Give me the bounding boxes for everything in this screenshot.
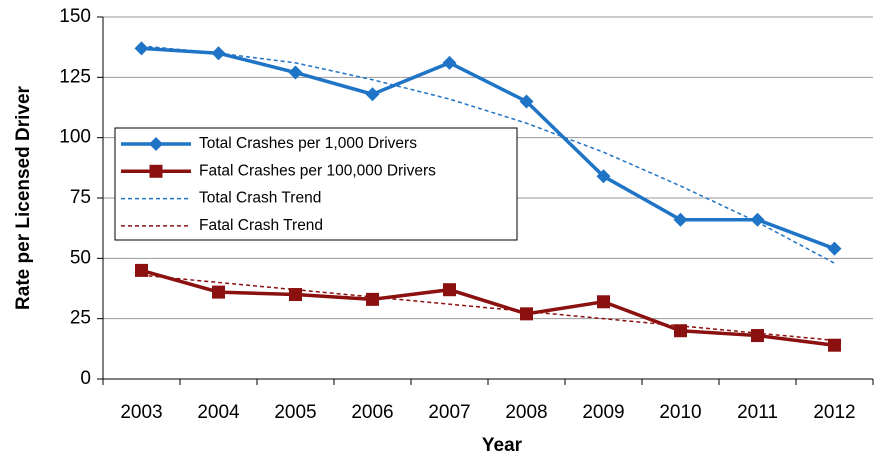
y-tick-label: 50: [70, 247, 91, 268]
marker: [443, 283, 456, 297]
x-tick-label: 2007: [428, 402, 470, 423]
y-tick-label: 0: [80, 368, 91, 389]
x-tick-label: 2003: [120, 402, 162, 423]
y-tick-label: 25: [70, 308, 91, 329]
y-axis-title: Rate per Licensed Driver: [13, 85, 34, 309]
marker: [366, 292, 379, 306]
marker: [750, 212, 765, 227]
marker: [828, 338, 841, 352]
marker: [597, 295, 610, 309]
y-tick-label: 125: [59, 66, 91, 87]
x-tick-label: 2006: [351, 402, 393, 423]
marker: [289, 288, 302, 302]
y-tick-label: 75: [70, 187, 91, 208]
legend-label: Total Crashes per 1,000 Drivers: [199, 135, 417, 152]
x-tick-label: 2008: [505, 402, 547, 423]
y-tick-label: 100: [59, 127, 91, 148]
legend-marker: [149, 137, 163, 151]
x-tick-label: 2010: [659, 402, 701, 423]
marker: [596, 169, 611, 184]
x-tick-label: 2009: [582, 402, 624, 423]
marker: [135, 263, 148, 277]
marker: [365, 87, 380, 102]
x-tick-label: 2005: [274, 402, 316, 423]
marker: [520, 307, 533, 321]
legend-box: [114, 127, 518, 241]
x-tick-label: 2012: [813, 402, 855, 423]
x-tick-label: 2004: [197, 402, 240, 423]
legend-label: Fatal Crash Trend: [199, 217, 323, 234]
legend: Total Crashes per 1,000 Drivers Fatal Cra…: [114, 127, 518, 241]
marker: [212, 285, 225, 299]
marker: [751, 329, 764, 343]
y-tick-label: 150: [59, 6, 91, 27]
legend-marker: [149, 164, 163, 178]
marker: [827, 241, 842, 256]
marker: [674, 324, 687, 338]
x-tick-label: 2011: [737, 402, 778, 423]
series-line: [141, 46, 836, 251]
marker: [134, 41, 149, 56]
marker: [673, 212, 688, 227]
trend-line: [141, 274, 835, 342]
legend-label: Total Crash Trend: [199, 190, 321, 207]
marker: [288, 65, 303, 80]
trend-line: [141, 45, 835, 264]
legend-label: Fatal Crashes per 100,000 Drivers: [199, 162, 436, 179]
x-axis-title: Year: [482, 435, 523, 456]
marker: [519, 94, 534, 109]
marker: [442, 55, 457, 70]
marker: [211, 46, 226, 61]
series-line: [141, 268, 835, 347]
